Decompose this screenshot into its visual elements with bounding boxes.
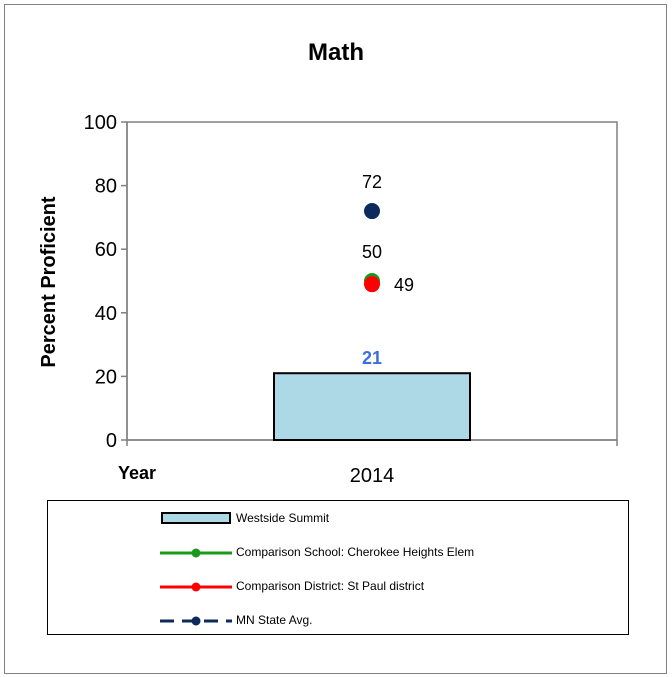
- y-tick-label: 0: [106, 430, 117, 452]
- legend: Westside Summit Comparison School: Cherok…: [47, 500, 629, 635]
- plot-area: 0 20 40 60 80 100 2014 21 50 49 72: [84, 112, 618, 487]
- y-tick-label: 100: [84, 112, 117, 134]
- chart-title: Math: [308, 39, 364, 66]
- legend-symbol: [160, 548, 232, 558]
- y-axis-label: Percent Proficient: [38, 196, 60, 368]
- legend-symbol: [161, 512, 231, 524]
- y-tick-label: 80: [95, 176, 117, 198]
- chart-frame: [4, 4, 667, 674]
- legend-item: MN State Avg.: [48, 611, 628, 631]
- bar: [273, 372, 471, 441]
- legend-label: Comparison District: St Paul district: [236, 579, 425, 593]
- point-value-label: 50: [362, 242, 382, 262]
- x-tick-label: 2014: [350, 465, 395, 487]
- point-value-label: 49: [394, 275, 414, 295]
- data-point: [364, 203, 380, 220]
- legend-symbol: [160, 616, 232, 626]
- bar-value-label: 21: [362, 348, 382, 368]
- y-tick-label: 60: [95, 239, 117, 261]
- y-tick-label: 40: [95, 303, 117, 325]
- legend-symbol: [160, 582, 232, 592]
- x-axis-label: Year: [118, 463, 156, 483]
- legend-item: Westside Summit: [48, 509, 628, 529]
- legend-label: Comparison School: Cherokee Heights Elem: [236, 545, 475, 559]
- data-point: [364, 276, 380, 293]
- point-value-label: 72: [362, 172, 382, 192]
- y-tick-label: 20: [95, 366, 117, 388]
- legend-item: Comparison School: Cherokee Heights Elem: [48, 543, 628, 563]
- legend-item: Comparison District: St Paul district: [48, 577, 628, 597]
- legend-label: MN State Avg.: [236, 613, 313, 627]
- legend-label: Westside Summit: [236, 511, 330, 525]
